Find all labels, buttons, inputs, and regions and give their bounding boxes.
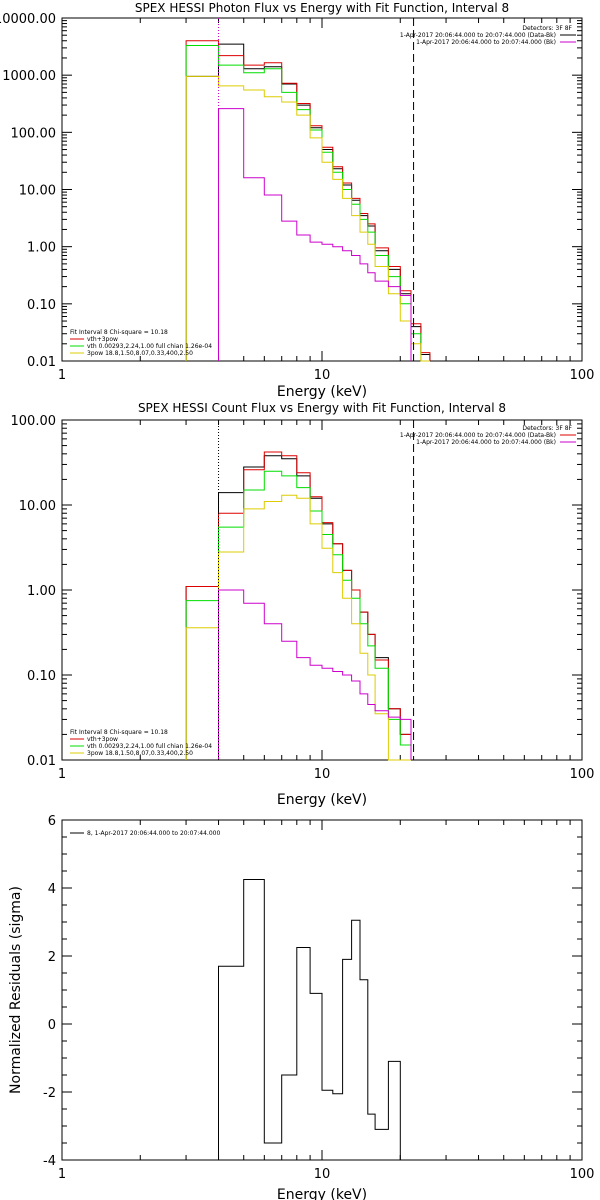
photon-flux-series — [185, 40, 431, 362]
count-flux-legend-bottom: Fit Interval 8 Chi-square = 10.18 vth+3p… — [70, 729, 212, 757]
series-1-histogram — [185, 40, 431, 361]
x-tick-label: 100 — [570, 1167, 595, 1182]
legend-top-line2: 1-Apr-2017 20:06:44.000 to 20:07:44.000 … — [400, 432, 556, 439]
legend-top-line1: 8, 1-Apr-2017 20:06:44.000 to 20:07:44.0… — [87, 830, 220, 837]
y-tick-label: -2 — [43, 1086, 56, 1101]
photon-flux-xlabel: Energy (keV) — [277, 384, 367, 400]
y-tick-label: 1.00 — [27, 241, 56, 256]
y-tick-label: 0.10 — [27, 298, 56, 313]
y-tick-label: 0.01 — [27, 754, 56, 769]
legend-bottom-line1: Fit Interval 8 Chi-square = 10.18 — [70, 729, 168, 736]
photon-flux-title: SPEX HESSI Photon Flux vs Energy with Fi… — [135, 1, 509, 15]
series-0-histogram — [218, 879, 401, 1160]
photon-flux-frame — [61, 17, 583, 362]
x-tick-label: 10 — [314, 1167, 331, 1182]
count-flux-title: SPEX HESSI Count Flux vs Energy with Fit… — [138, 401, 506, 415]
y-tick-label: 2 — [48, 950, 56, 965]
y-tick-label: 10.00 — [19, 184, 56, 199]
series-2-histogram — [185, 470, 412, 760]
y-tick-label: 100.00 — [11, 126, 57, 141]
count-flux-legend-top: Detectors: 3F 8F 1-Apr-2017 20:06:44.000… — [400, 425, 576, 446]
x-tick-label: 10 — [314, 767, 331, 782]
residuals-ylabel: Normalized Residuals (sigma) — [8, 886, 24, 1094]
legend-top-line3: 1-Apr-2017 20:06:44.000 to 20:07:44.000 … — [416, 439, 556, 446]
residuals-legend-top: 8, 1-Apr-2017 20:06:44.000 to 20:07:44.0… — [70, 830, 220, 837]
residuals-panel: 1 10 100 -4 -2 0 2 4 6 Energy (keV) Normalized R… — [8, 814, 594, 1200]
count-flux-grid-ticks: 1 10 100 0.01 0.10 1.00 10.00 100.00 — [11, 414, 595, 782]
photon-flux-grid-ticks: 1 10 100 0.01 0.10 1.00 10.00 100.00 1000.00 1000… — [0, 12, 594, 383]
count-flux-panel: SPEX HESSI Count Flux vs Energy with Fit… — [11, 401, 595, 808]
series-4-histogram — [218, 589, 412, 760]
photon-flux-panel: SPEX HESSI Photon Flux vs Energy with Fi… — [0, 1, 594, 400]
y-tick-label: 0 — [48, 1018, 56, 1033]
residuals-series — [218, 879, 401, 1160]
y-tick-label: -4 — [43, 1154, 56, 1169]
count-flux-xlabel: Energy (keV) — [277, 792, 367, 808]
x-tick-label: 1 — [58, 1167, 66, 1182]
x-tick-label: 100 — [570, 767, 595, 782]
count-flux-series — [185, 451, 412, 761]
legend-bottom-line4: 3pow 18.8,1.50,8.07,0.33,400,2.50 — [87, 350, 193, 357]
x-tick-label: 10 — [314, 368, 331, 383]
legend-bottom-line3: vth 0.00293,2.24,1.00 full chian 1.26e-0… — [87, 343, 212, 350]
y-tick-label: 4 — [48, 882, 56, 897]
residuals-xlabel: Energy (keV) — [277, 1187, 367, 1200]
series-2-histogram — [185, 45, 430, 362]
y-tick-label: 10000.00 — [0, 12, 56, 27]
series-3-histogram — [185, 75, 430, 362]
count-flux-vlines — [218, 420, 415, 760]
y-tick-label: 10.00 — [19, 499, 56, 514]
y-tick-label: 100.00 — [11, 414, 57, 429]
legend-bottom-line2: vth+3pow — [87, 736, 118, 743]
series-1-histogram — [185, 451, 412, 760]
y-tick-label: 0.10 — [27, 669, 56, 684]
series-3-histogram — [185, 494, 411, 761]
x-tick-label: 1 — [58, 368, 66, 383]
legend-bottom-line4: 3pow 18.8,1.50,8.07,0.33,400,2.50 — [87, 750, 193, 757]
count-flux-frame — [61, 419, 583, 761]
residuals-grid-ticks: 1 10 100 -4 -2 0 2 4 6 — [43, 814, 594, 1182]
series-4-histogram — [218, 108, 412, 361]
legend-bottom-line1: Fit Interval 8 Chi-square = 10.18 — [70, 329, 168, 336]
series-0-histogram — [185, 455, 412, 760]
legend-top-line1: Detectors: 3F 8F — [522, 25, 572, 32]
y-tick-label: 1.00 — [27, 584, 56, 599]
photon-flux-vlines — [218, 18, 415, 361]
y-tick-label: 6 — [48, 814, 56, 829]
legend-bottom-line3: vth 0.00293,2.24,1.00 full chian 1.26e-0… — [87, 743, 212, 750]
series-0-histogram — [185, 43, 431, 361]
photon-flux-legend-bottom: Fit Interval 8 Chi-square = 10.18 vth+3p… — [70, 329, 212, 357]
legend-top-line2: 1-Apr-2017 20:06:44.000 to 20:07:44.000 … — [400, 32, 556, 39]
y-tick-label: 1000.00 — [2, 69, 56, 84]
legend-top-line3: 1-Apr-2017 20:06:44.000 to 20:07:44.000 … — [416, 39, 556, 46]
photon-flux-legend-top: Detectors: 3F 8F 1-Apr-2017 20:06:44.000… — [400, 25, 576, 46]
x-tick-label: 1 — [58, 767, 66, 782]
legend-bottom-line2: vth+3pow — [87, 336, 118, 343]
residuals-frame — [61, 819, 583, 1161]
x-tick-label: 100 — [570, 368, 595, 383]
legend-top-line1: Detectors: 3F 8F — [522, 425, 572, 432]
y-tick-label: 0.01 — [27, 355, 56, 370]
